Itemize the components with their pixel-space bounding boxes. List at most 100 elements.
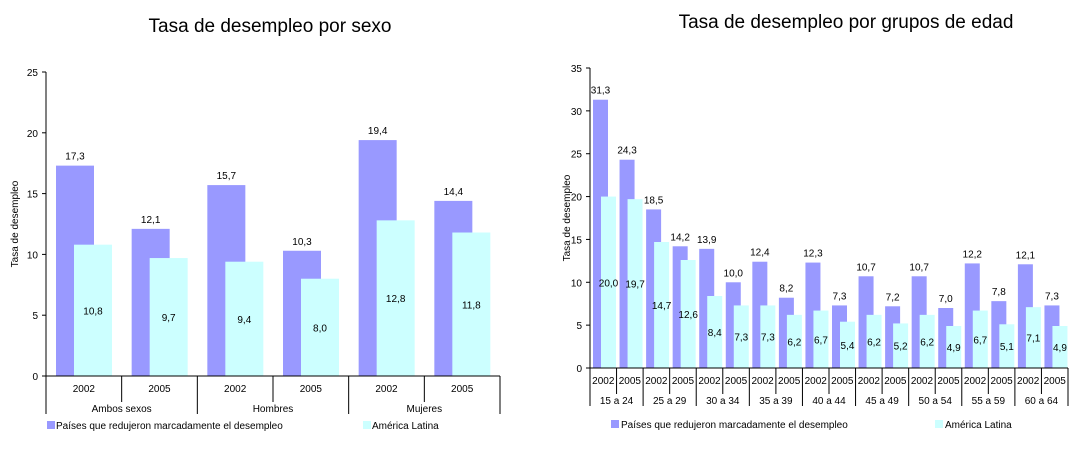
data-label-paises: 7,0: [939, 294, 953, 305]
data-label-paises: 19,4: [368, 126, 388, 137]
bar-america-latina: [946, 326, 962, 368]
bar-america-latina: [376, 220, 415, 376]
data-label-america-latina: 9,7: [162, 313, 176, 324]
y-tick-label: 15: [27, 190, 39, 201]
x-group-label: 40 a 44: [812, 396, 846, 407]
bar-america-latina: [760, 305, 776, 368]
data-label-america-latina: 6,7: [814, 335, 828, 346]
data-label-america-latina: 5,4: [841, 341, 855, 352]
data-label-paises: 12,4: [750, 248, 770, 259]
data-label-america-latina: 7,3: [734, 333, 748, 344]
x-tick-label: 2002: [805, 376, 828, 387]
data-label-paises: 7,3: [833, 291, 847, 302]
data-label-paises: 24,3: [617, 146, 637, 157]
bar-america-latina: [813, 310, 829, 368]
data-label-america-latina: 10,8: [83, 306, 103, 317]
x-tick-label: 2002: [911, 376, 934, 387]
data-label-america-latina: 4,9: [1053, 343, 1067, 354]
data-label-paises: 18,5: [644, 195, 664, 206]
data-label-america-latina: 4,9: [947, 343, 961, 354]
bar-america-latina: [601, 196, 616, 368]
data-label-paises: 8,2: [779, 284, 793, 295]
data-label-america-latina: 8,0: [313, 323, 327, 334]
y-tick-label: 10: [27, 250, 39, 261]
x-tick-label: 2002: [375, 384, 398, 395]
data-label-paises: 15,7: [217, 171, 237, 182]
y-tick-label: 15: [571, 235, 583, 246]
x-tick-label: 2002: [592, 376, 615, 387]
data-label-america-latina: 20,0: [599, 278, 619, 289]
data-label-america-latina: 19,7: [625, 280, 645, 291]
data-label-america-latina: 6,2: [920, 337, 934, 348]
data-label-paises: 14,4: [444, 187, 464, 198]
y-tick-label: 25: [571, 150, 583, 161]
x-tick-label: 2005: [451, 384, 474, 395]
x-group-label: Hombres: [253, 404, 294, 415]
legend-label-paises: Países que redujeron marcadamente el des…: [621, 420, 848, 431]
x-group-label: Mujeres: [407, 404, 443, 415]
x-tick-label: 2005: [619, 376, 642, 387]
data-label-paises: 10,7: [856, 262, 876, 273]
legend-label-paises: Países que redujeron marcadamente el des…: [56, 421, 283, 432]
x-group-label: 45 a 49: [865, 396, 899, 407]
legend-label-america-latina: América Latina: [372, 421, 439, 432]
x-tick-label: 2002: [858, 376, 881, 387]
data-label-america-latina: 11,8: [462, 300, 481, 311]
data-label-america-latina: 6,2: [787, 337, 801, 348]
chart-title: Tasa de desempleo por sexo: [149, 16, 392, 37]
x-tick-label: 2002: [751, 376, 774, 387]
data-label-america-latina: 12,8: [386, 294, 406, 305]
data-label-paises: 10,7: [909, 262, 929, 273]
data-label-paises: 10,0: [724, 268, 744, 279]
x-tick-label: 2005: [300, 384, 323, 395]
x-tick-label: 2005: [778, 376, 801, 387]
x-tick-label: 2005: [1044, 376, 1067, 387]
y-tick-label: 25: [27, 68, 39, 79]
x-tick-label: 2002: [698, 376, 721, 387]
data-label-america-latina: 6,7: [973, 335, 987, 346]
x-tick-label: 2002: [645, 376, 668, 387]
y-tick-label: 20: [27, 129, 39, 140]
bar-america-latina: [840, 321, 855, 368]
legend-swatch-america-latina: [363, 421, 371, 429]
data-label-paises: 12,1: [1016, 250, 1036, 261]
bar-america-latina: [919, 314, 935, 368]
x-tick-label: 2002: [964, 376, 987, 387]
data-label-paises: 12,1: [141, 215, 161, 226]
legend-swatch-paises: [47, 421, 55, 429]
y-axis-label: Tasa de desempleo: [562, 174, 573, 261]
bar-america-latina: [680, 260, 696, 368]
data-label-paises: 10,3: [292, 237, 312, 248]
bar-america-latina: [74, 244, 112, 376]
bar-america-latina: [972, 310, 988, 368]
x-tick-label: 2005: [831, 376, 854, 387]
y-tick-label: 0: [576, 364, 582, 375]
x-group-label: 25 a 29: [653, 396, 687, 407]
data-label-america-latina: 5,1: [1000, 342, 1014, 353]
bar-america-latina: [786, 314, 802, 368]
x-tick-label: 2002: [73, 384, 96, 395]
bar-america-latina: [654, 242, 670, 368]
bar-america-latina: [225, 261, 264, 376]
bar-america-latina: [1025, 307, 1041, 368]
x-group-label: 60 a 64: [1025, 396, 1059, 407]
bar-america-latina: [149, 258, 188, 376]
x-group-label: 55 a 59: [972, 396, 1006, 407]
legend-label-america-latina: América Latina: [945, 420, 1012, 431]
chart-title: Tasa de desempleo por grupos de edad: [679, 12, 1014, 33]
data-label-america-latina: 9,4: [237, 315, 251, 326]
data-label-america-latina: 5,2: [894, 342, 908, 353]
x-tick-label: 2002: [224, 384, 247, 395]
y-tick-label: 35: [571, 64, 583, 75]
data-label-america-latina: 7,3: [761, 333, 775, 344]
bar-america-latina: [301, 278, 339, 376]
legend-swatch-paises: [611, 420, 619, 428]
x-group-label: Ambos sexos: [92, 404, 152, 415]
x-tick-label: 2002: [1017, 376, 1040, 387]
bar-america-latina: [893, 323, 909, 368]
data-label-paises: 12,2: [963, 249, 983, 260]
x-tick-label: 2005: [725, 376, 748, 387]
y-tick-label: 30: [571, 107, 583, 118]
x-group-label: 30 a 34: [706, 396, 740, 407]
